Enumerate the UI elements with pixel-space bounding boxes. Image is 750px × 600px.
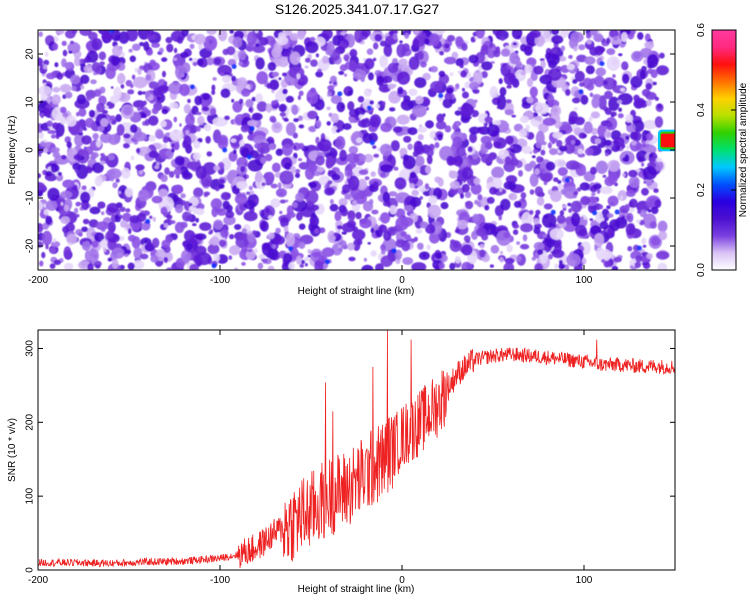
x-tick-label: -100 (210, 575, 230, 586)
x-tick-label: -200 (28, 275, 48, 286)
y-tick-label: 20 (25, 48, 36, 60)
colorbar-tick-label: 0.6 (696, 23, 707, 37)
figure-title: S126.2025.341.07.17.G27 (275, 1, 439, 17)
y-tick-label: 0 (25, 147, 36, 153)
snr-x-label: Height of straight line (km) (298, 584, 415, 595)
spectrogram-y-label: Frequency (Hz) (7, 116, 18, 185)
snr-series-line (38, 330, 675, 568)
spectrogram-x-label: Height of straight line (km) (298, 286, 415, 297)
spectrogram-x-ticks: -200 -100 0 100 (28, 30, 593, 286)
snr-x-ticks: -200 -100 0 100 (28, 330, 593, 586)
y-tick-label: -10 (25, 190, 36, 205)
snr-background (38, 330, 675, 570)
spectrogram-blobs (38, 30, 675, 270)
y-tick-label: 200 (25, 414, 36, 431)
y-tick-label: 10 (25, 96, 36, 108)
snr-frame (37, 329, 676, 571)
x-tick-label: -200 (28, 575, 48, 586)
y-tick-label: 0 (25, 567, 36, 573)
colorbar-tick-label: 0.2 (696, 183, 707, 197)
spectrogram-y-ticks: -20 -10 0 10 20 (25, 48, 675, 253)
colorbar-gradient (711, 29, 737, 271)
colorbar-ticks: 0.0 0.2 0.4 0.6 (696, 23, 736, 277)
x-tick-label: -100 (210, 275, 230, 286)
x-tick-label: 0 (399, 275, 405, 286)
x-tick-label: 0 (399, 575, 405, 586)
y-tick-label: 100 (25, 487, 36, 504)
y-tick-label: -20 (25, 238, 36, 253)
colorbar-label: Normalized spectral amplitude (738, 82, 749, 217)
colorbar-tick-label: 0.4 (696, 103, 707, 117)
x-tick-label: 100 (576, 275, 593, 286)
colorbar-tick-label: 0.0 (696, 263, 707, 277)
snr-y-ticks: 0 100 200 300 (25, 340, 675, 573)
x-tick-label: 100 (576, 575, 593, 586)
snr-y-label: SNR (10 * v/v) (7, 418, 18, 482)
snr-panel: -200 -100 0 100 0 100 200 300 Height of straig… (7, 329, 676, 595)
y-tick-label: 300 (25, 340, 36, 357)
spectral-peak-core (660, 133, 675, 148)
colorbar: 0.0 0.2 0.4 0.6 Normalized spectral amplitu… (696, 23, 749, 277)
